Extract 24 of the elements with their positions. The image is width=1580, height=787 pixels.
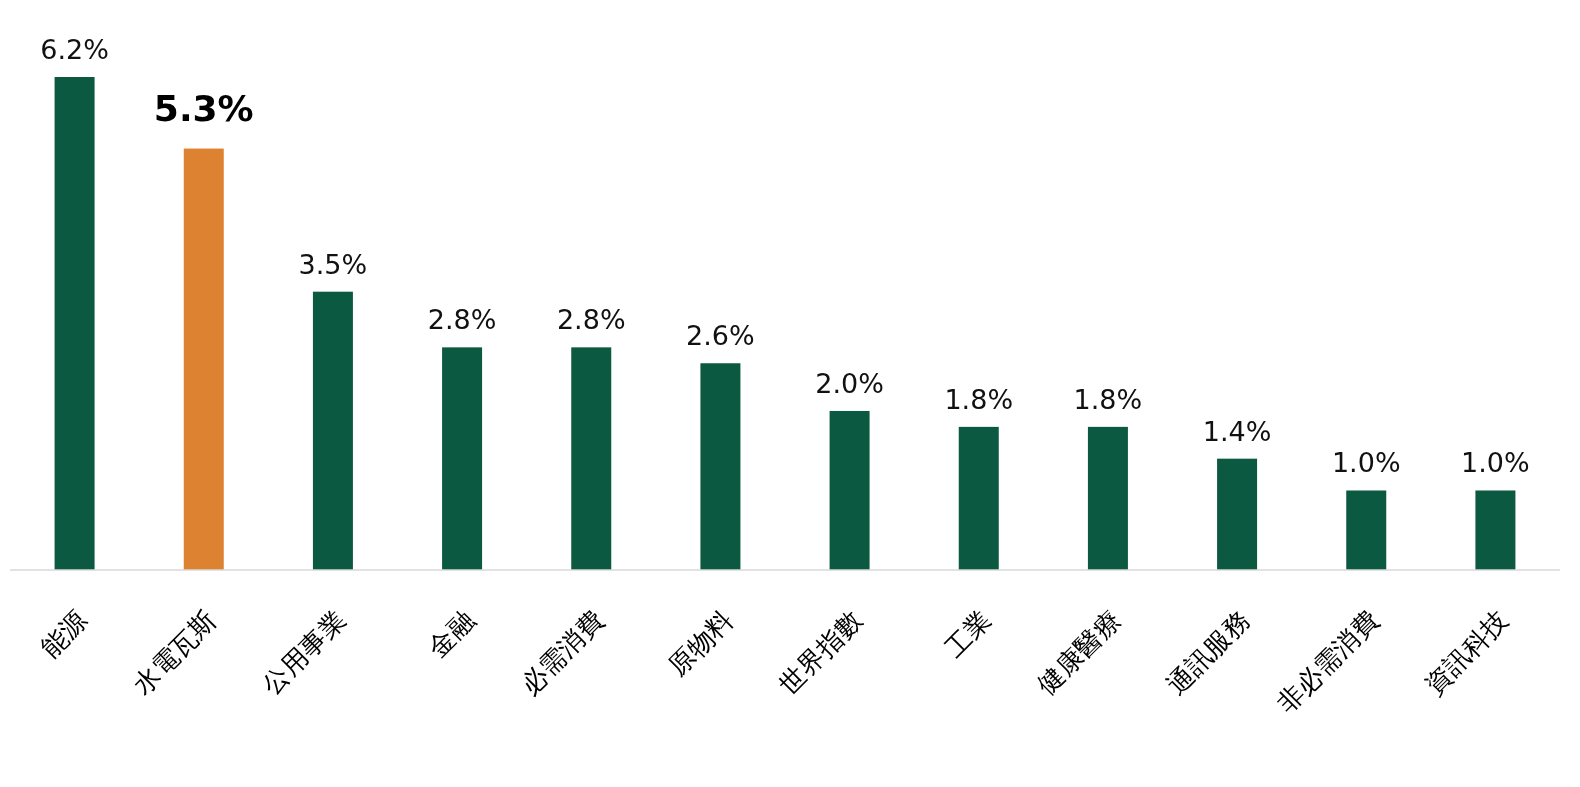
data-label: 2.8% [556,304,626,336]
x-tick-label: 世界指數 [773,605,868,700]
x-tick-label: 金融 [422,605,481,663]
data-label: 2.0% [815,367,884,399]
data-label: 1.0% [1331,447,1401,479]
data-label: 1.4% [1202,415,1272,447]
x-tick-label: 水電瓦斯 [127,605,222,700]
x-tick-label: 工業 [939,605,997,663]
data-label: 5.3% [153,87,254,129]
x-tick-label: 原物料 [662,605,739,682]
x-tick-label: 健康醫療 [1031,605,1127,700]
x-tick-label: 資訊科技 [1418,605,1514,700]
data-label: 1.8% [944,383,1014,415]
x-tick-label: 公用事業 [256,605,352,700]
data-label: 2.6% [686,320,755,352]
x-tick-label: 能源 [34,605,93,663]
data-label: 1.8% [1073,383,1143,415]
data-label: 6.2% [40,34,109,65]
data-label: 3.5% [298,248,368,280]
x-tick-label: 通訊服務 [1160,605,1256,700]
x-tick-label: 非必需消費 [1271,605,1385,719]
data-label: 2.8% [427,304,497,336]
data-label: 1.0% [1461,447,1530,479]
x-tick-label: 必需消費 [514,605,610,700]
